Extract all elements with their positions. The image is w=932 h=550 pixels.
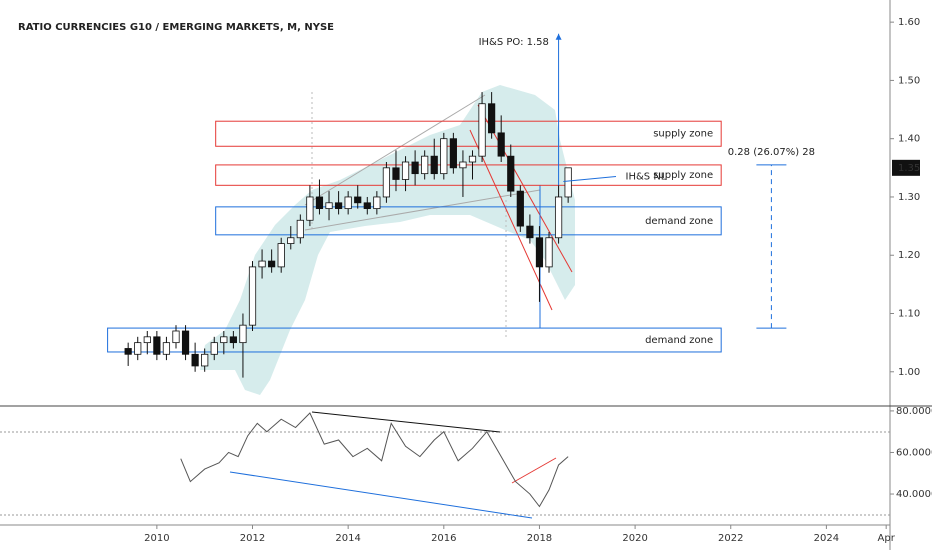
x-tick-label: Apr bbox=[878, 533, 896, 544]
neckline-label: IH&S NL bbox=[626, 171, 667, 182]
candle-body bbox=[344, 196, 352, 210]
candle-body bbox=[162, 342, 171, 355]
candle-body bbox=[143, 336, 151, 344]
candle-body bbox=[315, 196, 324, 210]
candle-body bbox=[554, 196, 563, 239]
candle-body bbox=[277, 243, 285, 268]
candle-body bbox=[296, 219, 304, 239]
rsi-line bbox=[180, 412, 569, 508]
candle-body bbox=[478, 103, 486, 157]
candle-body bbox=[440, 138, 448, 175]
y-tick-label: 80.0000 bbox=[896, 406, 932, 417]
candle-body bbox=[201, 353, 209, 367]
candle-body bbox=[181, 330, 190, 355]
y-tick-label: 40.0000 bbox=[896, 489, 932, 500]
y-tick-label: 1.50 bbox=[898, 75, 920, 86]
candle-body bbox=[449, 138, 457, 169]
x-tick-label: 2012 bbox=[240, 533, 265, 544]
channel-line bbox=[469, 129, 553, 311]
cloud bbox=[200, 85, 575, 395]
candle-body bbox=[287, 237, 295, 244]
y-tick-label: 1.20 bbox=[898, 250, 920, 261]
x-tick-label: 2022 bbox=[718, 533, 743, 544]
x-tick-label: 2024 bbox=[814, 533, 839, 544]
candle-body bbox=[248, 266, 257, 326]
candle-body bbox=[526, 225, 534, 239]
candle-body bbox=[210, 342, 218, 355]
candle-body bbox=[430, 155, 438, 175]
x-tick-label: 2010 bbox=[144, 533, 169, 544]
y-tick-label: 1.60 bbox=[898, 17, 920, 28]
zone-label: supply zone bbox=[653, 129, 713, 140]
zone bbox=[215, 164, 722, 186]
candle-body bbox=[258, 260, 266, 268]
candle-body bbox=[325, 202, 333, 210]
candle-body bbox=[373, 196, 381, 210]
y-tick-label: 1.00 bbox=[898, 367, 920, 378]
x-tick-label: 2014 bbox=[335, 533, 360, 544]
arrow-head bbox=[555, 33, 562, 40]
zone bbox=[215, 206, 722, 236]
candle-body bbox=[545, 237, 553, 268]
x-tick-label: 2016 bbox=[431, 533, 456, 544]
zone-label: demand zone bbox=[645, 216, 713, 227]
y-tick-label: 60.0000 bbox=[896, 447, 932, 458]
price-tag bbox=[892, 159, 920, 176]
candle-body bbox=[229, 336, 237, 344]
candle-body bbox=[134, 342, 142, 355]
candle-body bbox=[421, 155, 429, 175]
neckline bbox=[563, 175, 617, 182]
measure-label: 0.28 (26.07%) 28 bbox=[728, 147, 815, 158]
y-tick-label: 1.40 bbox=[898, 134, 920, 145]
candle-body bbox=[411, 161, 419, 175]
candle-body bbox=[516, 190, 524, 227]
rsi-divergence bbox=[229, 471, 533, 519]
candle-body bbox=[382, 167, 391, 198]
x-tick-label: 2018 bbox=[527, 533, 552, 544]
candle-body bbox=[268, 260, 276, 268]
zone-label: demand zone bbox=[645, 335, 713, 346]
candle-body bbox=[497, 132, 505, 157]
target-label: IH&S PO: 1.58 bbox=[479, 37, 549, 48]
candle-body bbox=[334, 202, 343, 210]
candle-body bbox=[468, 155, 477, 163]
zone-label: supply zone bbox=[653, 170, 713, 181]
price-tag-label: 1.35 bbox=[898, 163, 920, 174]
y-tick-label: 1.10 bbox=[898, 309, 920, 320]
candle-body bbox=[124, 348, 132, 355]
candle-body bbox=[564, 167, 572, 198]
x-tick-label: 2020 bbox=[622, 533, 647, 544]
chart-title: RATIO CURRENCIES G10 / EMERGING MARKETS,… bbox=[18, 22, 334, 33]
candle-body bbox=[306, 196, 314, 221]
candle-body bbox=[392, 167, 400, 180]
candle-body bbox=[363, 202, 371, 210]
candle-body bbox=[172, 330, 180, 344]
rsi-divergence bbox=[311, 411, 501, 433]
candle-body bbox=[488, 103, 496, 134]
candle-body bbox=[220, 336, 228, 344]
candle-body bbox=[507, 155, 515, 192]
zone bbox=[215, 120, 722, 147]
y-tick-label: 1.30 bbox=[898, 192, 920, 203]
candle-body bbox=[459, 161, 467, 169]
wedge-line bbox=[304, 94, 486, 206]
candle-body bbox=[535, 237, 544, 268]
zone bbox=[107, 327, 722, 353]
candle-body bbox=[239, 324, 247, 344]
candle-body bbox=[191, 353, 199, 367]
candle-body bbox=[153, 336, 161, 355]
candle-body bbox=[354, 196, 362, 204]
candle-body bbox=[401, 161, 410, 180]
rsi-arrow bbox=[511, 457, 557, 484]
